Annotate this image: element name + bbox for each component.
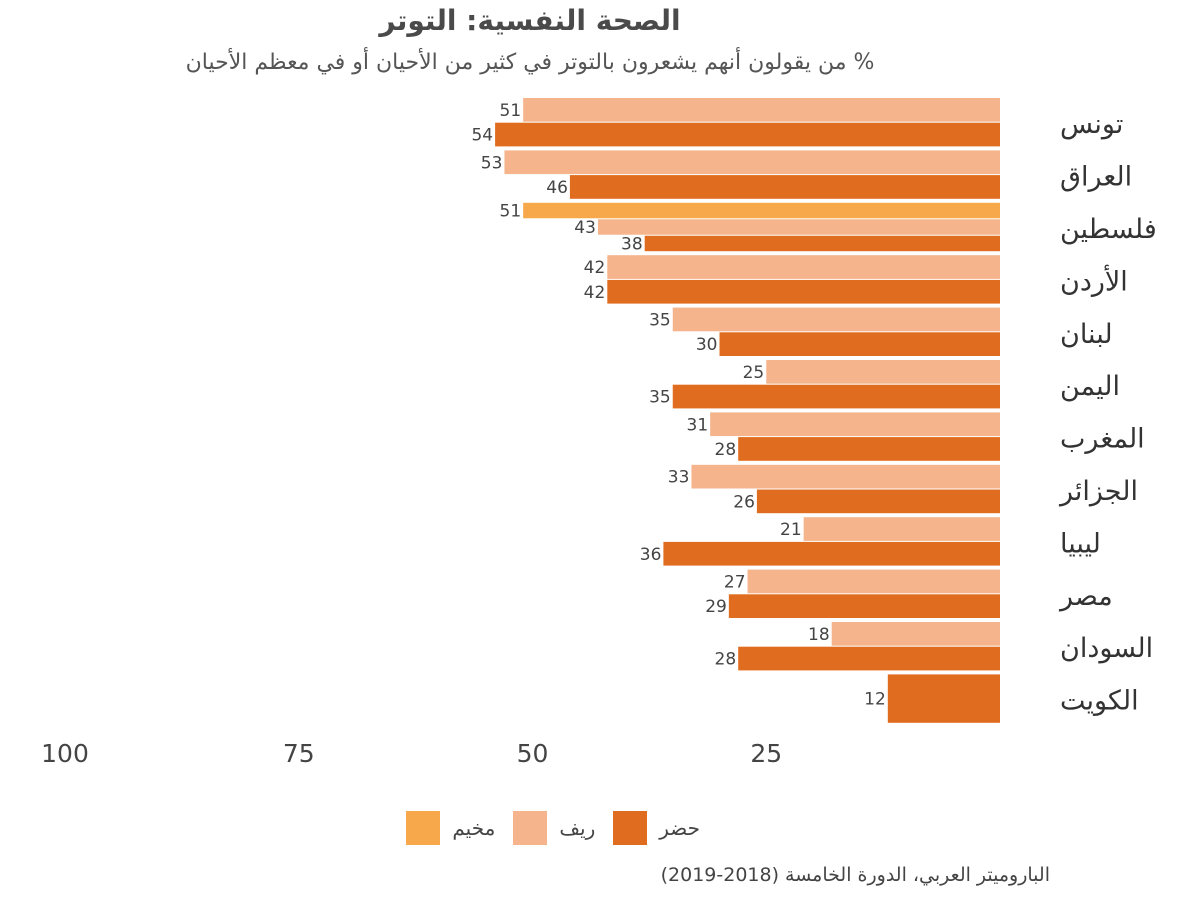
bar-urban-9 [728,594,1000,618]
data-label-urban-6: 28 [715,440,737,460]
x-tick-label-3: 25 [750,739,782,768]
legend-item-urban: حضر [613,811,700,845]
bar-urban-8 [663,541,1000,566]
bar-rural-1 [504,150,1000,175]
data-label-urban-5: 35 [649,388,671,408]
data-label-rural-10: 18 [808,625,830,645]
bar-rural-0 [523,98,1000,122]
category-label-5: اليمن [1060,371,1120,402]
data-label-rural-4: 35 [649,310,671,330]
category-label-6: المغرب [1060,424,1145,455]
legend: حضر ريف مخيم [380,810,700,846]
data-label-urban-0: 54 [471,126,493,146]
legend-label-rural: ريف [559,816,596,840]
bar-urban-2 [644,235,1000,252]
category-label-10: السودان [1060,633,1153,664]
bar-rural-4 [672,307,1000,332]
bar-rural-8 [803,517,1000,541]
data-label-urban-7: 26 [733,492,755,512]
data-label-rural-8: 21 [780,520,802,540]
bar-urban-10 [738,646,1000,671]
category-label-1: العراق [1060,162,1132,193]
chart-subtitle: % من يقولون أنهم يشعرون بالتوتر في كثير … [185,50,875,75]
data-label-urban-3: 42 [584,283,606,303]
data-label-urban-2: 38 [621,234,643,254]
legend-swatch-urban [613,811,648,845]
legend-swatch-camp [406,811,441,845]
bar-rural-5 [766,360,1000,384]
category-label-11: الكويت [1060,686,1139,717]
data-label-camp-2: 51 [500,202,522,222]
data-label-urban-10: 28 [715,650,737,670]
data-label-rural-6: 31 [687,415,709,435]
data-label-urban-11: 12 [864,690,886,710]
data-label-rural-2: 43 [574,218,596,238]
bar-rural-7 [691,464,1000,489]
bar-urban-0 [495,122,1000,147]
chart-title: الصحة النفسية: التوتر [379,4,681,37]
data-label-rural-5: 25 [743,363,765,383]
legend-item-rural: ريف [513,811,595,845]
category-label-9: مصر [1058,581,1113,612]
bar-urban-11 [887,674,1000,723]
category-label-7: الجزائر [1058,476,1138,507]
x-tick-label-0: 100 [41,739,89,768]
source-note: الباروميتر العربي، الدورة الخامسة (2018-… [660,864,1050,886]
bar-urban-1 [569,175,1000,199]
data-label-rural-1: 53 [481,153,503,173]
data-label-urban-1: 46 [546,178,568,198]
bar-urban-3 [607,279,1000,304]
bar-rural-10 [831,622,1000,646]
data-label-rural-0: 51 [500,101,522,121]
data-label-urban-9: 29 [705,597,727,617]
bar-chart: 51 54 53 46 51 43 38 42 42 35 30 25 35 31 28 33 26 21 36 27… [41,98,1157,768]
bar-urban-6 [738,437,1000,461]
data-label-rural-9: 27 [724,572,746,592]
data-label-urban-4: 30 [696,335,718,355]
data-label-rural-3: 42 [584,258,606,278]
legend-label-camp: مخيم [452,816,496,840]
category-label-0: تونس [1060,109,1123,140]
x-tick-label-1: 75 [283,739,315,768]
category-label-2: فلسطين [1060,214,1157,245]
category-label-4: لبنان [1060,319,1113,350]
legend-item-camp: مخيم [406,811,495,845]
legend-swatch-rural [513,811,548,845]
bar-urban-4 [719,332,1000,356]
bar-rural-6 [710,412,1000,437]
legend-label-urban: حضر [659,816,700,840]
bar-urban-5 [672,384,1000,409]
bar-camp-2 [523,202,1000,219]
data-label-urban-8: 36 [640,545,662,565]
category-label-8: ليبيا [1060,528,1101,559]
category-label-3: الأردن [1060,263,1128,297]
bar-rural-9 [747,569,1000,594]
bar-urban-7 [756,489,1000,514]
data-label-rural-7: 33 [668,468,690,488]
x-tick-label-2: 50 [517,739,549,768]
bar-rural-2 [597,219,1000,235]
bar-rural-3 [607,255,1000,279]
